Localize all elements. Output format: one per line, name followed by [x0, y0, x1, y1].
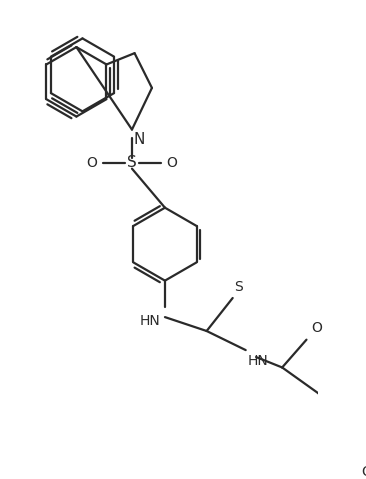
- Text: S: S: [127, 155, 137, 170]
- Text: N: N: [134, 132, 145, 147]
- Text: O: O: [167, 156, 178, 170]
- Text: O: O: [311, 321, 322, 335]
- Text: O: O: [361, 466, 366, 479]
- Text: S: S: [234, 280, 243, 294]
- Text: O: O: [87, 156, 97, 170]
- Text: HN: HN: [140, 314, 161, 328]
- Text: HN: HN: [247, 354, 268, 368]
